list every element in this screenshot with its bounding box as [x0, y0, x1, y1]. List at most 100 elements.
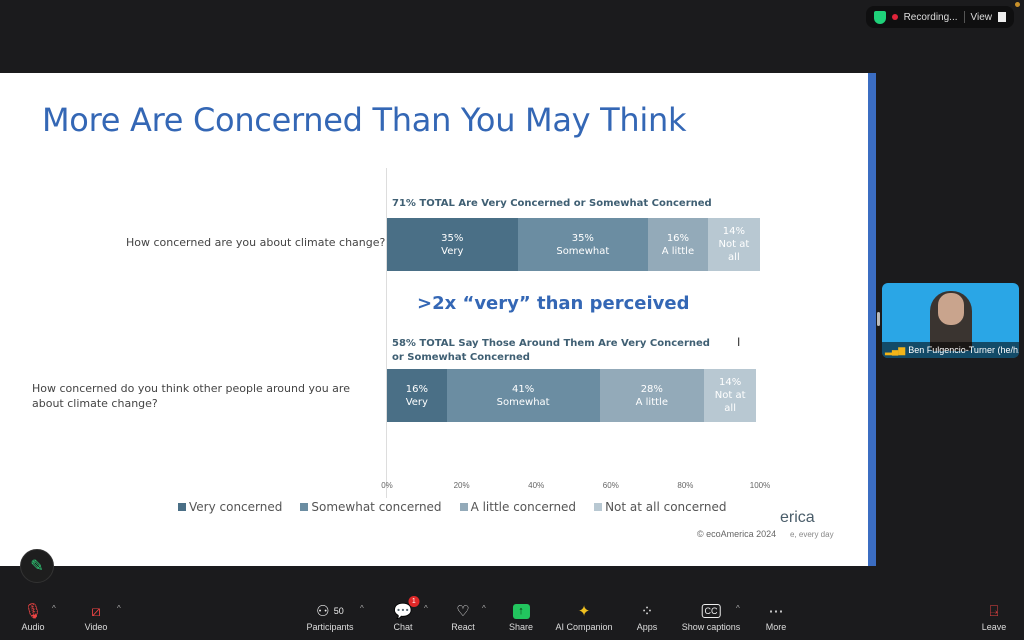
bar-segment-somewhat: 35% Somewhat	[517, 218, 649, 271]
share-button[interactable]: ↑ Share	[509, 600, 533, 632]
shared-slide: More Are Concerned Than You May Think Ho…	[0, 73, 868, 566]
slide-edge	[868, 73, 876, 566]
more-label: More	[765, 622, 787, 632]
apps-label: Apps	[636, 622, 658, 632]
data-label-category: Not at all	[714, 390, 746, 414]
logo-fragment: erica	[780, 509, 815, 526]
video-off-icon: ⧄	[91, 602, 101, 620]
more-button[interactable]: ⋯ More	[766, 600, 787, 632]
bar-segment-a-little: 16% A little	[648, 218, 708, 271]
view-icon	[998, 12, 1006, 22]
legend-item: Somewhat concerned	[300, 500, 442, 514]
x-tick-label: 20%	[453, 481, 470, 490]
apps-icon: ⁘	[640, 603, 654, 620]
data-label-category: Somewhat	[496, 396, 550, 408]
recording-indicator[interactable]: Recording... View	[865, 6, 1014, 28]
ai-companion-button[interactable]: ✦ AI Companion	[555, 600, 612, 632]
data-label-value: 28%	[640, 383, 663, 395]
signal-icon: ▂▄▆	[885, 344, 906, 355]
captions-chevron-icon[interactable]: ^	[736, 604, 740, 613]
legend-item: Very concerned	[178, 500, 282, 514]
question-1: How concerned are you about climate chan…	[126, 236, 386, 249]
slide-title: More Are Concerned Than You May Think	[42, 101, 687, 139]
chat-icon: 💬	[393, 603, 413, 620]
bar-segment-not-at-all: 14% Not at all	[707, 218, 760, 271]
captions-label: Show captions	[681, 622, 741, 632]
leave-label: Leave	[981, 622, 1007, 632]
share-arrow-icon: ↑	[512, 603, 530, 619]
video-label: Video	[84, 622, 108, 632]
legend-swatch	[459, 503, 468, 511]
callout-text: >2x “very” than perceived	[417, 293, 690, 314]
cc-icon: CC	[701, 604, 721, 618]
chart-legend: Very concerned Somewhat concerned A little…	[178, 500, 726, 514]
muted-mic-icon: 🎙	[23, 603, 43, 620]
text-cursor-icon: I	[737, 335, 741, 349]
bar-segment-somewhat: 41% Somewhat	[446, 369, 600, 422]
data-label-value: 35%	[571, 232, 594, 244]
participant-name: Ben Fulgencio-Turner (he/h...	[908, 345, 1019, 355]
data-label-category: Very	[405, 396, 428, 408]
question-2: How concerned do you think other people …	[32, 382, 350, 410]
participant-video[interactable]: ▂▄▆ Ben Fulgencio-Turner (he/h...	[882, 283, 1019, 358]
data-label-category: Somewhat	[556, 245, 610, 257]
ai-label: AI Companion	[555, 622, 613, 632]
captions-button[interactable]: CC Show captions	[681, 600, 741, 632]
data-label-value: 41%	[512, 383, 535, 395]
divider	[963, 11, 965, 23]
annotate-pen-button[interactable]: ✎	[20, 549, 54, 583]
react-chevron-icon[interactable]: ^	[482, 604, 486, 613]
chat-button[interactable]: 💬 1 Chat	[393, 596, 420, 632]
chat-badge: 1	[408, 596, 420, 607]
react-button[interactable]: ♡ React	[451, 600, 475, 632]
participants-label: Participants	[306, 622, 354, 632]
stacked-bar-2: 16% Very 41% Somewhat 28% A little 14% Not at a…	[387, 369, 760, 422]
audio-button[interactable]: 🎙 Audio	[21, 600, 44, 632]
view-button[interactable]: View	[970, 11, 993, 23]
data-label-value: 16%	[405, 383, 428, 395]
apps-button[interactable]: ⁘ Apps	[637, 600, 658, 632]
x-tick-label: 100%	[749, 481, 771, 490]
video-options-chevron-icon[interactable]: ^	[117, 604, 121, 613]
legend-swatch	[178, 503, 186, 511]
audio-options-chevron-icon[interactable]: ^	[52, 604, 56, 613]
bar-segment-not-at-all: 14% Not at all	[704, 369, 757, 422]
axis-line	[386, 168, 387, 498]
data-label-value: 14%	[722, 226, 745, 237]
x-tick-label: 60%	[602, 481, 619, 490]
sparkle-icon: ✦	[577, 603, 591, 620]
data-label-category: Not at all	[718, 239, 750, 263]
bar-segment-a-little: 28% A little	[599, 369, 705, 422]
x-tick-label: 80%	[677, 481, 694, 490]
bar-segment-very: 16% Very	[387, 369, 447, 422]
legend-label: A little concerned	[470, 500, 577, 514]
status-dot	[1015, 2, 1020, 7]
more-icon: ⋯	[768, 603, 784, 620]
participants-button[interactable]: ⚇ 50 Participants	[306, 600, 353, 632]
recording-dot-icon	[891, 14, 898, 20]
data-label-value: 14%	[719, 377, 742, 388]
participants-count: 50	[333, 606, 344, 616]
share-label: Share	[508, 622, 534, 632]
chat-chevron-icon[interactable]: ^	[424, 604, 428, 613]
participant-face	[938, 293, 964, 325]
video-button[interactable]: ⧄ Video	[84, 600, 108, 633]
resize-handle[interactable]	[877, 312, 880, 326]
leave-button[interactable]: ⍈ Leave	[981, 600, 1007, 633]
leave-icon: ⍈	[989, 602, 999, 620]
meeting-toolbar: 🎙 Audio ^ ⧄ Video ^ ⚇ 50 Participants ^ 💬 1 C…	[0, 594, 1024, 640]
legend-label: Very concerned	[189, 500, 283, 514]
stacked-bar-1: 35% Very 35% Somewhat 16% A little 14% Not at a…	[387, 218, 760, 271]
headline-1: 71% TOTAL Are Very Concerned or Somewhat…	[392, 198, 712, 209]
react-label: React	[451, 622, 475, 632]
legend-item: Not at all concerned	[594, 500, 726, 514]
shield-icon	[873, 10, 886, 24]
participants-chevron-icon[interactable]: ^	[360, 604, 364, 613]
headline-2: 58% TOTAL Say Those Around Them Are Very…	[392, 338, 710, 363]
data-label-value: 16%	[666, 232, 690, 244]
legend-swatch	[594, 503, 603, 511]
legend-swatch	[300, 503, 309, 511]
legend-label: Somewhat concerned	[311, 500, 442, 514]
x-tick-label: 0%	[381, 481, 393, 490]
data-label-category: A little	[635, 396, 668, 408]
